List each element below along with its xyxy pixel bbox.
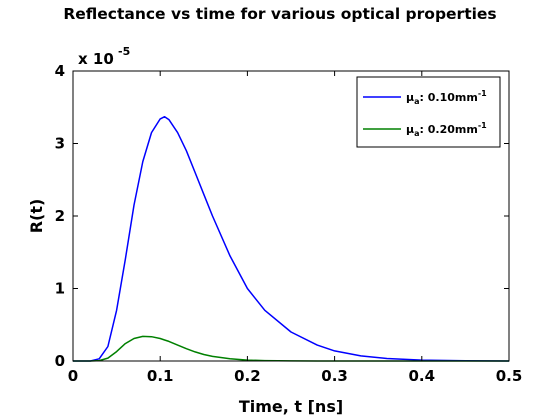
x-tick-label: 0.2 bbox=[234, 367, 261, 385]
y-exponent-power: -5 bbox=[118, 45, 130, 58]
x-axis-label: Time, t [ns] bbox=[239, 397, 343, 416]
y-tick-label: 4 bbox=[55, 62, 65, 80]
x-tick-label: 0.5 bbox=[496, 367, 523, 385]
x-tick-label: 0.1 bbox=[147, 367, 174, 385]
x-tick-label: 0.4 bbox=[409, 367, 436, 385]
legend-entry-2: μa: 0.20mm-1 bbox=[406, 121, 487, 138]
legend-box bbox=[356, 76, 501, 148]
series-line-1 bbox=[73, 115, 510, 362]
y-tick-label: 1 bbox=[55, 280, 65, 298]
legend-entry-1: μa: 0.10mm-1 bbox=[406, 89, 487, 106]
chart-title: Reflectance vs time for various optical … bbox=[63, 5, 497, 23]
y-tick-label: 3 bbox=[55, 135, 65, 153]
y-axis-label: R(t) bbox=[27, 199, 46, 234]
y-tick-label: 0 bbox=[55, 352, 65, 370]
y-exponent-label: x 10 bbox=[78, 50, 114, 68]
x-tick-label: 0.3 bbox=[321, 367, 348, 385]
y-tick-label: 2 bbox=[55, 207, 65, 225]
x-tick-label: 0 bbox=[68, 367, 78, 385]
legend: μa: 0.10mm-1 μa: 0.20mm-1 bbox=[356, 76, 501, 148]
